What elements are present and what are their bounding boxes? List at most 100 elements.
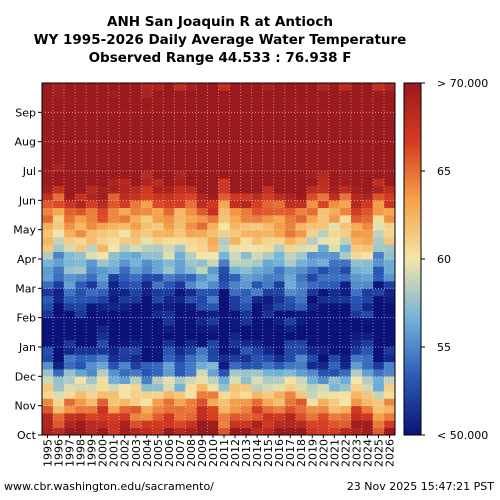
heatmap-cell	[350, 361, 363, 370]
heatmap-cell	[108, 134, 120, 143]
heatmap-cell	[163, 83, 175, 91]
heatmap-cell	[97, 149, 109, 157]
x-tick-label: 2021	[328, 439, 341, 467]
heatmap-cell	[361, 383, 374, 392]
heatmap-cell	[372, 317, 385, 326]
heatmap-cell	[163, 222, 175, 231]
heatmap-cell	[75, 178, 87, 187]
heatmap-cell	[108, 149, 120, 157]
heatmap-cell	[306, 149, 319, 157]
heatmap-cell	[339, 339, 352, 348]
heatmap-cell	[350, 339, 363, 348]
heatmap-cell	[119, 178, 131, 187]
heatmap-cell	[174, 361, 186, 370]
heatmap-cell	[339, 229, 352, 238]
heatmap-cell	[229, 171, 241, 179]
heatmap-cell	[207, 149, 219, 157]
heatmap-cell	[361, 347, 374, 355]
heatmap-cell	[284, 361, 297, 370]
heatmap-cell	[251, 332, 264, 341]
heatmap-cell	[185, 141, 197, 150]
heatmap-cell	[218, 376, 230, 385]
heatmap-cell	[174, 134, 186, 143]
heatmap-cell	[97, 215, 109, 223]
heatmap-cell	[64, 376, 76, 385]
heatmap-cell	[64, 244, 76, 253]
heatmap-cell	[64, 141, 76, 150]
heatmap-cell	[97, 354, 109, 363]
heatmap-cell	[251, 163, 264, 172]
heatmap-cell	[328, 105, 341, 113]
x-tick-label: 2005	[152, 439, 165, 467]
heatmap-cell	[317, 193, 330, 201]
heatmap-cell	[174, 259, 186, 267]
heatmap-cell	[141, 295, 153, 304]
heatmap-cell	[64, 295, 76, 304]
heatmap-cell	[207, 325, 219, 333]
heatmap-cell	[229, 295, 241, 304]
heatmap-cell	[372, 354, 385, 363]
heatmap-cell	[97, 141, 109, 150]
heatmap-cell	[108, 185, 120, 194]
heatmap-cell	[174, 427, 186, 436]
heatmap-cell	[295, 229, 308, 238]
heatmap-cell	[196, 405, 208, 414]
heatmap-cell	[152, 303, 164, 311]
heatmap-cell	[119, 244, 131, 253]
heatmap-cell	[53, 156, 65, 165]
heatmap-cell	[328, 83, 341, 91]
heatmap-cell	[207, 383, 219, 392]
heatmap-cell	[350, 90, 363, 99]
heatmap-cell	[108, 97, 120, 106]
heatmap-cell	[163, 156, 175, 165]
heatmap-cell	[240, 369, 252, 377]
heatmap-cell	[86, 119, 98, 128]
heatmap-cell	[174, 222, 186, 231]
heatmap-cell	[75, 134, 87, 143]
heatmap-cell	[97, 156, 109, 165]
heatmap-cell	[75, 288, 87, 297]
heatmap-cell	[218, 163, 230, 172]
heatmap-cell	[42, 317, 54, 326]
grid-lines	[42, 83, 395, 435]
heatmap-cell	[328, 339, 341, 348]
heatmap-cell	[372, 229, 385, 238]
heatmap-cell	[119, 339, 131, 348]
heatmap-cell	[42, 171, 54, 179]
heatmap-cell	[64, 332, 76, 341]
heatmap-cell	[229, 185, 241, 194]
heatmap-cell	[196, 90, 208, 99]
heatmap-cell	[240, 303, 252, 311]
heatmap-cell	[218, 97, 230, 106]
heatmap-cell	[119, 354, 131, 363]
heatmap-cell	[229, 97, 241, 106]
heatmap-cell	[339, 193, 352, 201]
heatmap-cell	[350, 229, 363, 238]
heatmap-cell	[42, 156, 54, 165]
heatmap-cell	[306, 369, 319, 377]
heatmap-cell	[42, 97, 54, 106]
heatmap-cell	[42, 251, 54, 260]
chart-title-line-1: ANH San Joaquin R at Antioch	[107, 14, 333, 30]
heatmap-cell	[196, 281, 208, 289]
heatmap-cell	[119, 97, 131, 106]
heatmap-cell	[262, 97, 275, 106]
heatmap-cell	[108, 420, 120, 429]
heatmap-cell	[218, 317, 230, 326]
heatmap-cell	[229, 119, 241, 128]
heatmap-cell	[86, 398, 98, 407]
heatmap-cell	[163, 134, 175, 143]
heatmap-cell	[317, 391, 330, 399]
heatmap-cell	[42, 273, 54, 282]
heatmap-cell	[42, 112, 54, 121]
heatmap-cell	[75, 251, 87, 260]
heatmap-cell	[42, 325, 54, 333]
heatmap-cell	[372, 391, 385, 399]
x-tick-label: 2000	[97, 439, 110, 467]
heatmap-cell	[372, 383, 385, 392]
heatmap-cell	[317, 325, 330, 333]
heatmap-cell	[383, 354, 396, 363]
heatmap-cell	[372, 112, 385, 121]
heatmap-cell	[174, 347, 186, 355]
heatmap-cell	[42, 244, 54, 253]
